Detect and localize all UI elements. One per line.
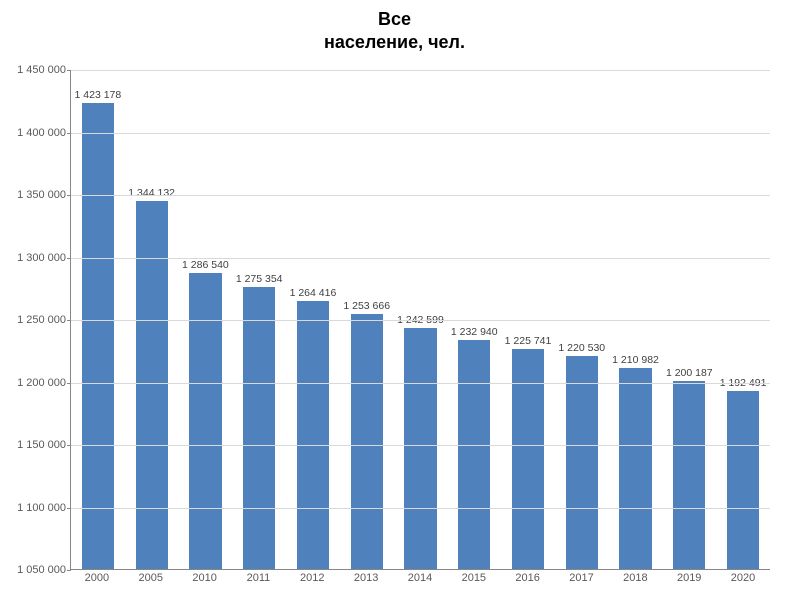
bar — [458, 340, 490, 569]
bar — [351, 314, 383, 569]
data-label: 1 232 940 — [451, 326, 498, 338]
gridline — [71, 383, 770, 384]
y-axis-label: 1 400 000 — [6, 127, 66, 139]
y-tick — [67, 133, 71, 134]
data-label: 1 344 132 — [128, 187, 175, 199]
bar — [619, 368, 651, 569]
y-axis-label: 1 150 000 — [6, 439, 66, 451]
y-tick — [67, 570, 71, 571]
bar — [673, 381, 705, 569]
y-axis-label: 1 100 000 — [6, 502, 66, 514]
gridline — [71, 258, 770, 259]
data-label: 1 253 666 — [343, 300, 390, 312]
y-axis-label: 1 250 000 — [6, 314, 66, 326]
chart-title-line1: Все — [378, 9, 411, 29]
gridline — [71, 70, 770, 71]
y-tick — [67, 320, 71, 321]
bar — [136, 201, 168, 569]
x-axis-label: 2005 — [124, 572, 178, 584]
bar — [297, 301, 329, 569]
y-tick — [67, 70, 71, 71]
bar — [243, 287, 275, 569]
x-axis-label: 2020 — [716, 572, 770, 584]
y-axis-label: 1 200 000 — [6, 377, 66, 389]
data-label: 1 210 982 — [612, 354, 659, 366]
y-tick — [67, 195, 71, 196]
gridline — [71, 508, 770, 509]
bar — [82, 103, 114, 569]
data-label: 1 264 416 — [290, 287, 337, 299]
x-axis-label: 2018 — [608, 572, 662, 584]
data-label: 1 286 540 — [182, 259, 229, 271]
y-axis-label: 1 450 000 — [6, 64, 66, 76]
x-axis-label: 2016 — [501, 572, 555, 584]
x-axis-label: 2014 — [393, 572, 447, 584]
x-axis-label: 2012 — [285, 572, 339, 584]
x-axis-label: 2017 — [555, 572, 609, 584]
x-axis-label: 2015 — [447, 572, 501, 584]
y-tick — [67, 383, 71, 384]
y-axis-label: 1 050 000 — [6, 564, 66, 576]
x-axis-label: 2013 — [339, 572, 393, 584]
bar — [727, 391, 759, 569]
data-label: 1 220 530 — [558, 342, 605, 354]
x-axis-label: 2000 — [70, 572, 124, 584]
bar — [189, 273, 221, 569]
y-tick — [67, 258, 71, 259]
x-axis: 2000200520102011201220132014201520162017… — [70, 572, 770, 584]
chart-title-line2: население, чел. — [324, 32, 465, 52]
chart-container: Все население, чел. 1 423 1781 344 1321 … — [0, 0, 789, 600]
data-label: 1 275 354 — [236, 273, 283, 285]
y-tick — [67, 445, 71, 446]
data-label: 1 200 187 — [666, 367, 713, 379]
data-label: 1 423 178 — [75, 89, 122, 101]
y-axis-label: 1 350 000 — [6, 189, 66, 201]
y-axis-label: 1 300 000 — [6, 252, 66, 264]
data-label: 1 225 741 — [505, 335, 552, 347]
gridline — [71, 195, 770, 196]
plot-area: 1 423 178 1 344 132 1 286 540 1 275 354 1 26… — [70, 70, 770, 570]
x-axis-label: 2019 — [662, 572, 716, 584]
bar — [404, 328, 436, 569]
gridline — [71, 133, 770, 134]
x-axis-label: 2010 — [178, 572, 232, 584]
chart-title: Все население, чел. — [0, 0, 789, 53]
x-axis-label: 2011 — [232, 572, 286, 584]
y-tick — [67, 508, 71, 509]
gridline — [71, 320, 770, 321]
bar — [566, 356, 598, 569]
gridline — [71, 445, 770, 446]
